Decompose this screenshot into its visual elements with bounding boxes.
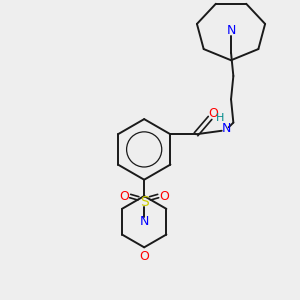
Text: O: O xyxy=(119,190,129,202)
Text: O: O xyxy=(159,190,169,202)
Text: O: O xyxy=(139,250,149,263)
Text: S: S xyxy=(140,195,148,209)
Text: N: N xyxy=(222,122,231,135)
Text: N: N xyxy=(140,215,149,228)
Text: O: O xyxy=(208,107,218,120)
Text: H: H xyxy=(216,113,225,123)
Text: N: N xyxy=(226,24,236,37)
